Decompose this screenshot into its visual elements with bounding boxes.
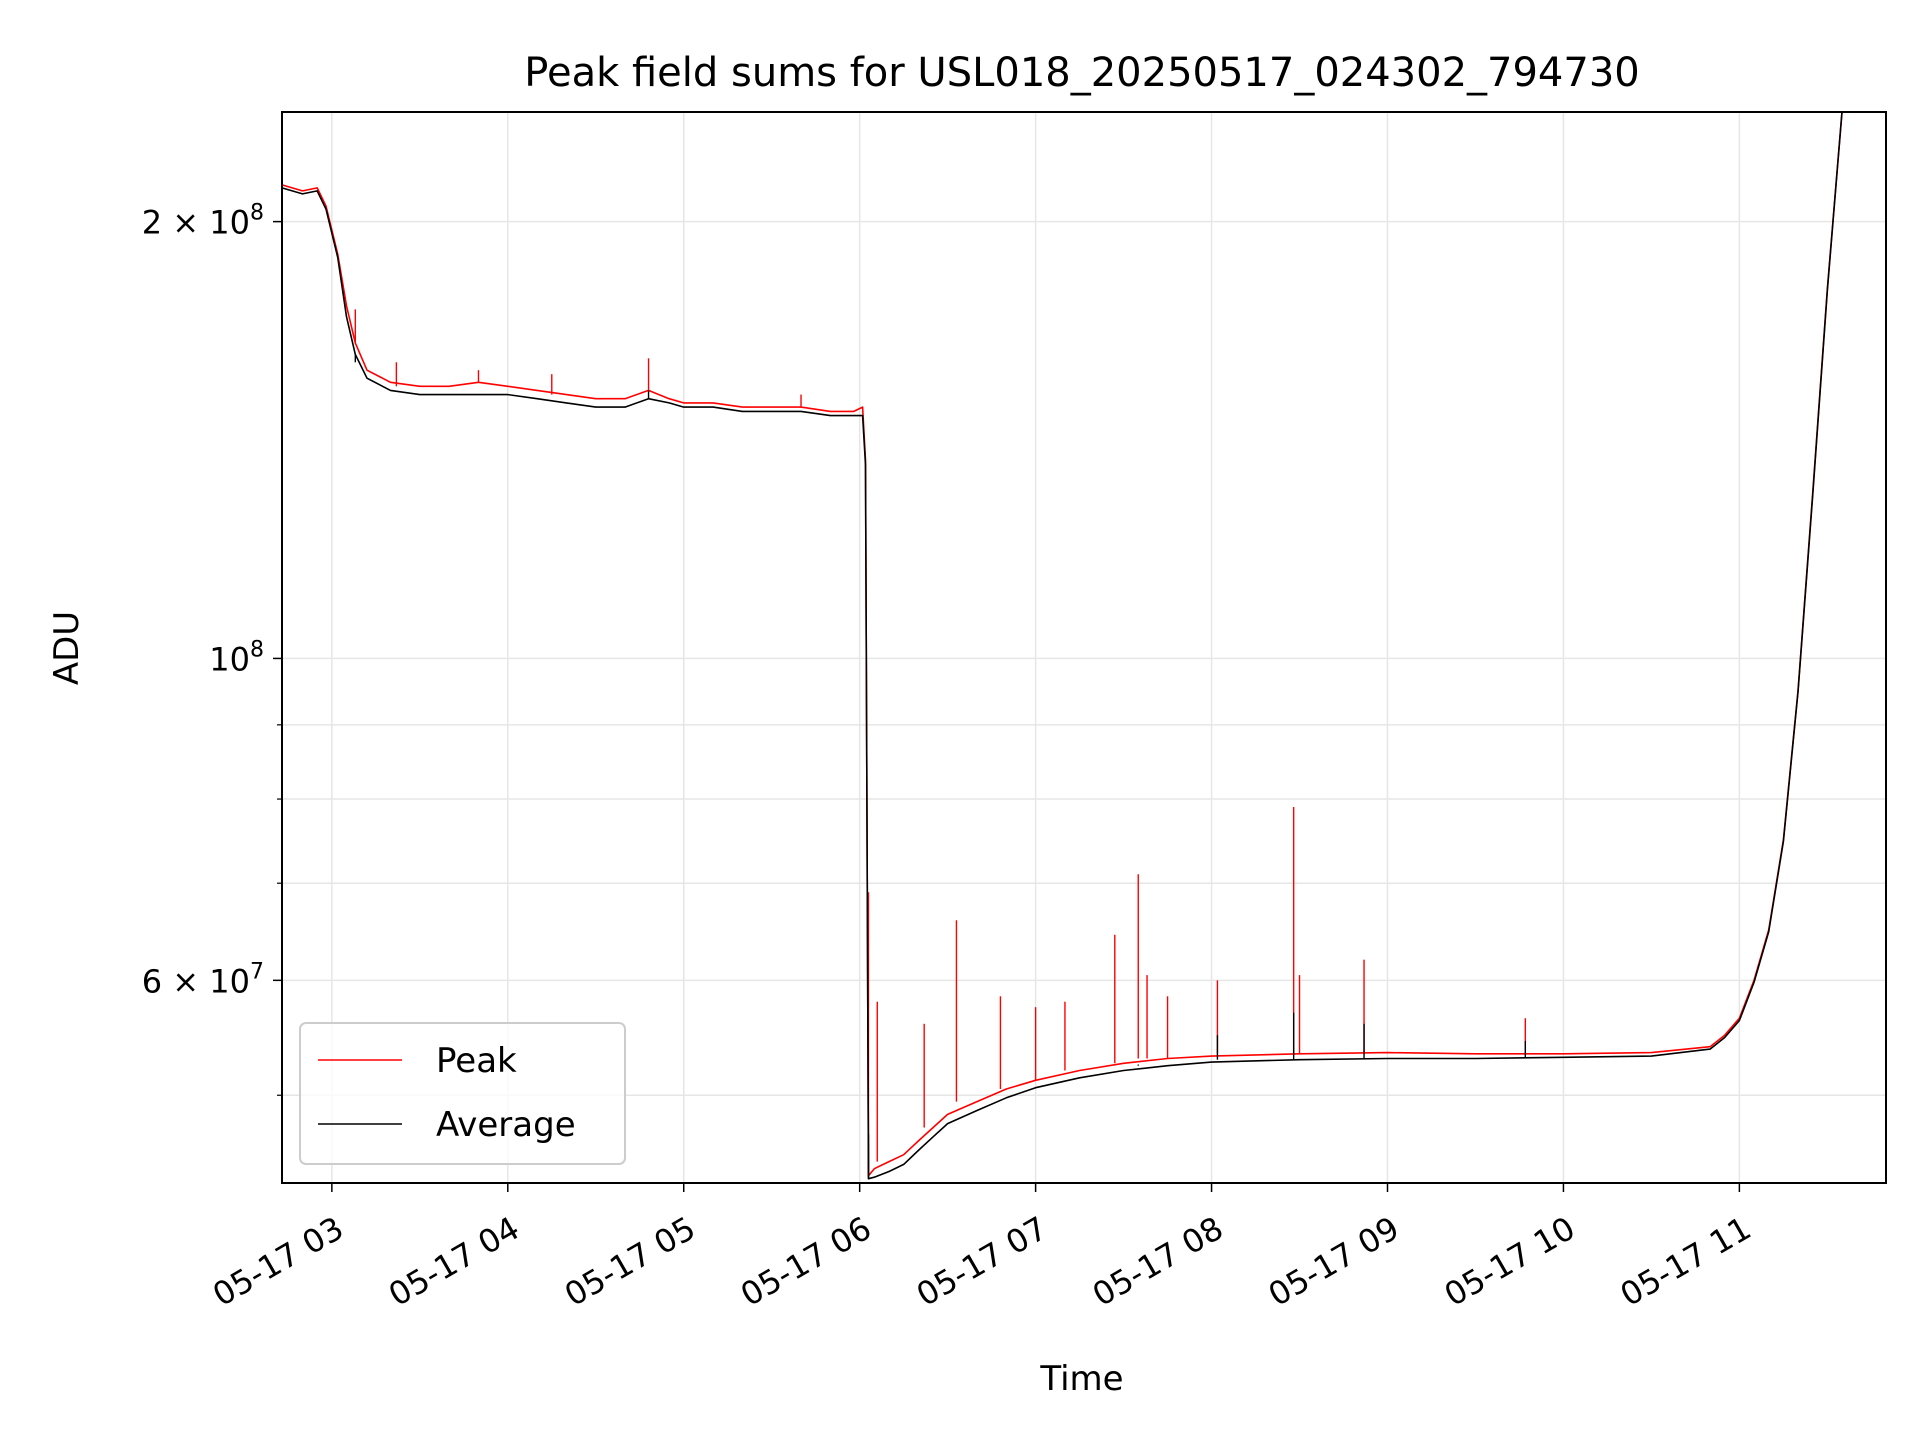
y-tick-label: 2 × 108 bbox=[142, 201, 264, 242]
y-tick-label-exponent: 7 bbox=[250, 959, 264, 984]
legend-box bbox=[299, 1022, 626, 1165]
y-tick-label: 108 bbox=[209, 637, 264, 678]
grid bbox=[282, 112, 1886, 1183]
y-tick-label-exponent: 8 bbox=[250, 637, 264, 662]
plot-frame bbox=[281, 111, 1887, 1184]
x-axis-label: Time bbox=[1039, 1359, 1123, 1399]
y-tick-label: 6 × 107 bbox=[142, 959, 264, 1000]
series-layer bbox=[281, 111, 1843, 1180]
y-tick-label-base: 2 × 10 bbox=[142, 204, 250, 242]
series-line-average bbox=[281, 111, 1843, 1180]
y-tick-label-exponent: 8 bbox=[250, 201, 264, 226]
chart-title: Peak field sums for USL018_20250517_0243… bbox=[524, 50, 1639, 96]
y-axis-label: ADU bbox=[47, 611, 87, 685]
legend: Peak Average bbox=[299, 1022, 626, 1165]
legend-label-peak: Peak bbox=[436, 1041, 517, 1081]
legend-label-average: Average bbox=[436, 1105, 576, 1145]
y-tick-label-base: 10 bbox=[209, 640, 250, 678]
y-tick-label-base: 6 × 10 bbox=[142, 962, 250, 1000]
